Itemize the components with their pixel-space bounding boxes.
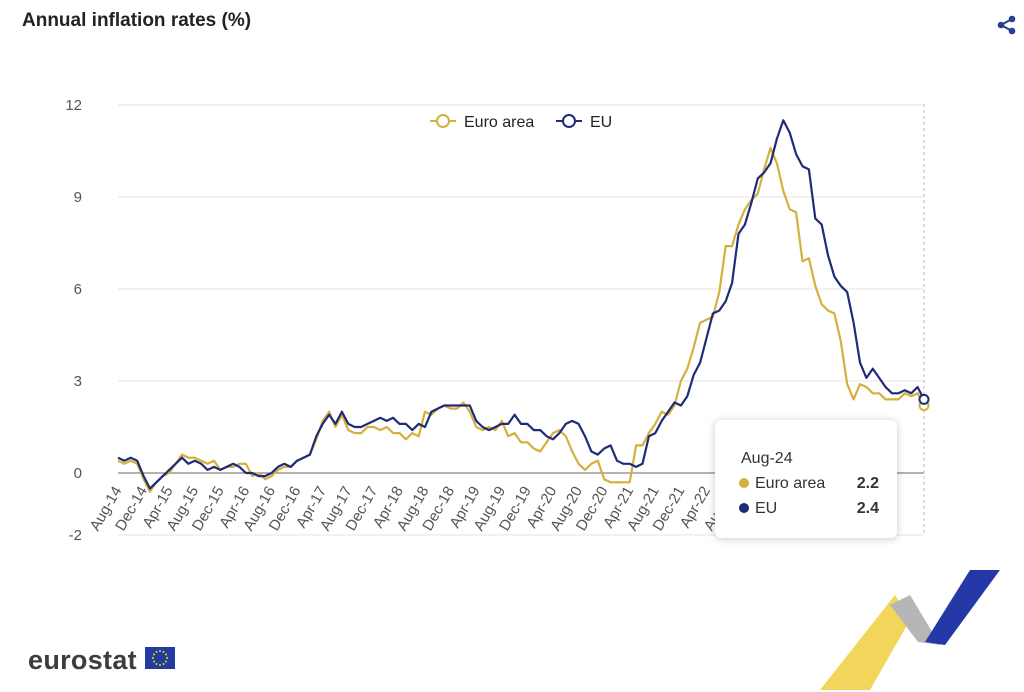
tooltip-row-eu: EU 2.4 — [739, 500, 879, 518]
legend-item-eu[interactable]: EU — [556, 114, 612, 131]
legend-label-eu: EU — [590, 114, 612, 131]
share-icon[interactable] — [996, 14, 1018, 36]
legend-item-euro-area[interactable]: Euro area — [430, 114, 534, 131]
highlight-point-eu[interactable] — [918, 393, 930, 405]
y-tick-label: 9 — [74, 189, 82, 206]
tooltip-row-euro-area: Euro area 2.2 — [739, 475, 879, 493]
series-line-euro-area — [117, 146, 925, 493]
tooltip: Aug-24 Euro area 2.2 EU 2.4 — [715, 420, 897, 538]
chart-title: Annual inflation rates (%) — [22, 10, 252, 31]
eurostat-logo: eurostat — [28, 645, 137, 675]
legend[interactable]: Euro area EU — [430, 114, 612, 131]
tooltip-label-eu: EU — [755, 500, 778, 517]
series-line-eu — [117, 119, 925, 490]
tooltip-dot-euro-area — [739, 478, 749, 488]
y-tick-label: 6 — [74, 281, 82, 298]
y-axis-ticks: -2 0 3 6 9 12 — [65, 97, 82, 544]
tooltip-value-euro-area: 2.2 — [856, 475, 879, 492]
legend-label-euro-area: Euro area — [464, 114, 534, 131]
eu-flag-icon — [145, 647, 175, 669]
y-tick-label: -2 — [69, 527, 82, 544]
tooltip-label-euro-area: Euro area — [755, 475, 826, 492]
series-lines — [117, 119, 930, 493]
tooltip-dot-eu — [739, 503, 749, 513]
y-tick-label: 12 — [65, 97, 82, 114]
tooltip-value-eu: 2.4 — [856, 500, 879, 517]
decorative-ribbon — [820, 570, 1000, 690]
y-tick-label: 0 — [74, 465, 82, 482]
tooltip-date: Aug-24 — [741, 450, 793, 467]
y-tick-label: 3 — [74, 373, 82, 390]
